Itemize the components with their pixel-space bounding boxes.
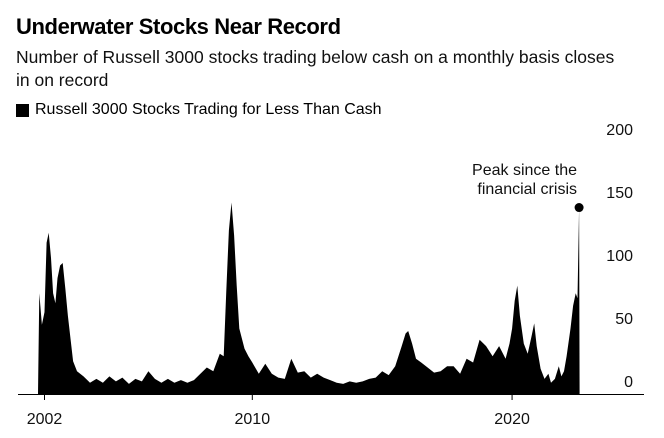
- y-tick-label: 50: [615, 311, 633, 328]
- area-series-0: [38, 202, 580, 394]
- x-tick-label: 2010: [235, 411, 271, 428]
- legend-swatch: [16, 103, 29, 117]
- chart-title: Underwater Stocks Near Record: [16, 14, 341, 39]
- y-tick-label: 0: [624, 374, 633, 391]
- y-tick-label: 100: [606, 248, 633, 265]
- peak-annotation-line1: Peak since the: [472, 162, 577, 179]
- peak-marker: [574, 203, 584, 213]
- x-tick-label: 2020: [494, 411, 530, 428]
- peak-annotation-line2: financial crisis: [477, 181, 577, 198]
- legend-label: Russell 3000 Stocks Trading for Less Tha…: [35, 101, 382, 118]
- x-tick-label: 2002: [27, 411, 63, 428]
- y-tick-label: 200: [606, 122, 633, 139]
- legend: Russell 3000 Stocks Trading for Less Tha…: [16, 101, 382, 119]
- chart-subtitle: Number of Russell 3000 stocks trading be…: [16, 47, 615, 90]
- y-tick-label: 150: [606, 185, 633, 202]
